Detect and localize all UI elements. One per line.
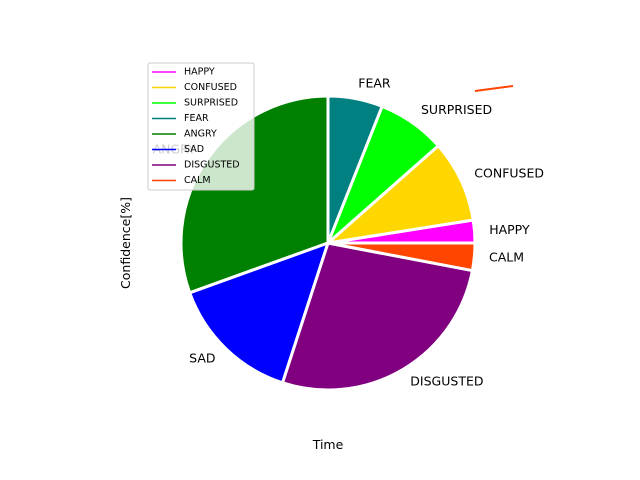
legend-label-happy: HAPPY <box>184 67 215 78</box>
x-axis-label: Time <box>312 437 344 452</box>
pie-slice-confused <box>326 144 475 245</box>
legend-label-disgusted: DISGUSTED <box>184 160 240 171</box>
legend-label-fear: FEAR <box>184 113 209 124</box>
legend-label-sad: SAD <box>184 144 204 155</box>
legend-frame <box>147 62 255 191</box>
pie-slice-disgusted <box>281 241 474 392</box>
pie-slice-calm <box>326 241 477 273</box>
legend-label-angry: ANGRY <box>184 129 217 140</box>
stray-calm-line <box>474 85 514 92</box>
y-axis-label: Confidence[%] <box>118 197 133 289</box>
slice-label-calm: CALM <box>489 250 524 265</box>
legend-label-calm: CALM <box>184 175 211 186</box>
slice-label-happy: HAPPY <box>489 222 530 237</box>
slice-label-sad: SAD <box>189 351 215 366</box>
legend-label-confused: CONFUSED <box>184 82 237 93</box>
slice-label-surprised: SURPRISED <box>421 102 492 117</box>
legend-label-surprised: SURPRISED <box>184 98 238 109</box>
slice-label-fear: FEAR <box>358 76 391 91</box>
legend: HAPPY CONFUSED SURPRISED FEAR ANGRY SAD DISGUS… <box>147 62 255 191</box>
slice-label-disgusted: DISGUSTED <box>410 374 483 389</box>
slice-label-confused: CONFUSED <box>474 166 544 181</box>
